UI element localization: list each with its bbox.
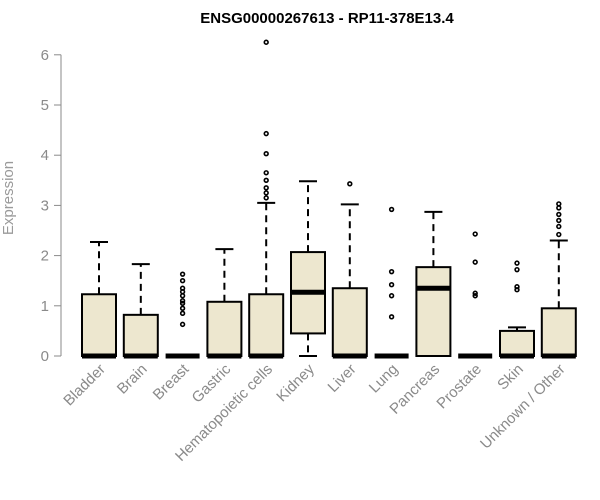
box-kidney <box>290 180 326 357</box>
iqr-box <box>248 293 285 357</box>
box-gastric <box>206 248 243 359</box>
x-tick-label: Bladder <box>60 361 109 410</box>
iqr-box <box>331 287 368 358</box>
iqr-box <box>540 307 577 357</box>
outlier-point <box>263 190 269 196</box>
outlier-point <box>263 195 269 201</box>
box-skin <box>499 260 535 359</box>
iqr-box <box>415 266 452 357</box>
y-tick-label: 5 <box>41 97 49 114</box>
x-tick-label: Liver <box>325 361 360 396</box>
outlier-point <box>472 231 478 237</box>
outlier-point <box>472 293 478 299</box>
box-liver <box>331 181 368 359</box>
y-tick-label: 0 <box>41 348 49 365</box>
outlier-point <box>472 290 478 296</box>
outlier-point <box>179 321 186 328</box>
iqr-box <box>206 300 243 357</box>
outlier-point <box>179 305 186 312</box>
outlier-point <box>388 206 395 213</box>
box-lung <box>374 206 409 359</box>
outlier-point <box>179 271 186 277</box>
outlier-point <box>179 310 186 317</box>
x-tick-label: Lung <box>366 361 402 397</box>
y-axis-label: Expression <box>0 161 17 235</box>
outlier-point <box>263 150 269 157</box>
chart-title: ENSG00000267613 - RP11-378E13.4 <box>200 10 454 27</box>
outlier-point <box>388 314 395 320</box>
outlier-point <box>263 170 269 176</box>
y-tick-label: 3 <box>41 197 49 214</box>
y-tick-label: 6 <box>41 47 49 64</box>
boxes-layer <box>81 39 577 359</box>
outlier-point <box>556 201 562 207</box>
outlier-point <box>263 185 269 191</box>
x-tick-label: Brain <box>114 361 151 398</box>
outlier-point <box>556 231 562 238</box>
outlier-point <box>514 266 520 273</box>
outlier-point <box>347 181 353 187</box>
y-tick-label: 1 <box>41 298 49 315</box>
outlier-point <box>388 282 395 288</box>
outlier-point <box>556 223 562 230</box>
y-axis: 0 1 2 3 4 5 6 <box>41 47 62 365</box>
iqr-box <box>122 313 159 357</box>
outlier-point <box>556 211 562 218</box>
outlier-point <box>263 39 269 45</box>
y-tick-label: 2 <box>41 248 49 265</box>
box-brain <box>122 263 159 359</box>
outlier-point <box>388 268 395 275</box>
box-bladder <box>81 241 117 359</box>
outlier-point <box>514 260 520 266</box>
outlier-point <box>556 217 562 224</box>
x-tick-label: Skin <box>494 361 527 394</box>
outlier-point <box>388 293 395 299</box>
box-breast <box>165 271 200 359</box>
x-tick-label: Kidney <box>273 360 318 405</box>
outlier-point <box>263 177 269 184</box>
x-tick-label: Prostate <box>433 361 485 413</box>
x-tick-label: Breast <box>150 360 193 403</box>
box-hematopoietic-cells <box>248 39 285 359</box>
outlier-point <box>514 284 520 290</box>
outlier-point <box>179 300 186 306</box>
outlier-point <box>179 285 186 291</box>
outlier-point <box>179 298 186 304</box>
box-prostate <box>458 231 493 359</box>
iqr-box <box>81 293 117 357</box>
outlier-point <box>472 259 478 265</box>
y-tick-label: 4 <box>41 147 49 164</box>
box-unknown-other <box>540 201 577 359</box>
box-pancreas <box>415 210 452 357</box>
iqr-box <box>499 329 535 357</box>
outlier-point <box>263 130 269 137</box>
outlier-point <box>179 278 186 284</box>
